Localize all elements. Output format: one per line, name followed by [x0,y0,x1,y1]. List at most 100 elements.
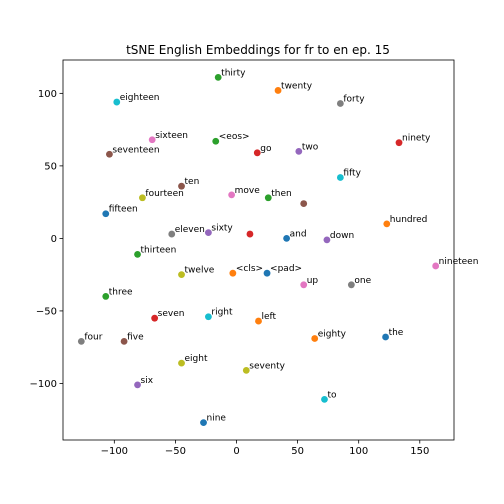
y-axis: 100 50 0 −50 −100 [30,89,63,390]
y-tick-label: 0 [51,234,57,245]
point-label: four [84,332,102,342]
point-label: two [302,142,319,152]
data-point [255,317,262,325]
data-point [432,262,440,270]
data-point [205,313,212,321]
point-label: nine [207,414,227,424]
data-point [178,182,185,190]
axes-frame [62,59,455,441]
data-point [134,381,141,389]
point-label: the [389,328,404,338]
data-point [242,366,250,374]
point-label: <pad> [270,264,302,274]
data-point [347,281,355,289]
y-tick-label: −100 [30,379,57,390]
point-label: twenty [281,81,313,91]
y-tick-label: 50 [44,161,57,172]
x-tick-label: 0 [233,446,239,457]
data-point [383,220,391,228]
data-point [168,230,176,238]
chart-title: tSNE English Embeddings for fr to en ep.… [126,43,390,57]
data-point [205,229,212,236]
data-point [113,98,121,106]
data-point [106,150,113,158]
data-point [283,234,291,242]
data-point [229,269,237,277]
data-point [395,139,403,147]
data-point [300,200,308,207]
point-label: forty [343,95,365,105]
data-point [336,174,344,181]
point-label: then [271,189,291,199]
data-point [263,269,271,277]
data-point [295,147,303,155]
data-point [323,236,331,244]
point-label: ten [185,177,200,187]
point-label: thirty [221,68,246,78]
x-tick-label: 50 [291,446,304,457]
data-point [139,194,146,202]
data-point [178,359,185,367]
data-point [253,149,261,157]
point-label: seven [158,309,185,319]
point-label: eight [185,354,208,364]
point-label: ninety [402,134,431,144]
point-label: twelve [185,266,215,276]
point-label: fourteen [145,189,183,199]
data-point [200,419,207,426]
data-point [148,136,156,144]
point-label: eleven [175,225,205,235]
data-point [321,395,328,403]
point-label: hundred [390,215,428,225]
data-point [102,210,110,218]
point-label: seventeen [112,145,159,155]
point-label: move [235,186,261,196]
data-point [178,271,185,279]
plot-area: thirty twenty forty eighteen sixteen <eos> nin… [77,68,479,426]
point-label: seventy [249,361,285,371]
point-label: sixty [211,224,233,234]
point-label: one [354,276,371,286]
point-label: fifteen [109,205,138,215]
point-label: right [211,308,233,318]
data-point [120,337,128,345]
data-point [311,335,319,342]
point-label: thirteen [141,245,177,255]
point-label: nineteen [439,257,479,267]
x-axis: −100 −50 0 50 100 150 [101,440,429,457]
data-point [214,74,222,81]
point-label: <eos> [219,132,250,142]
data-point [264,194,272,202]
point-label: sixteen [155,131,188,141]
data-point [151,314,159,322]
data-point [102,293,110,300]
point-label: and [290,229,307,239]
point-label: six [141,376,154,386]
data-point [246,230,254,238]
point-label: to [327,390,337,400]
data-point [300,281,308,289]
x-tick-label: −100 [101,446,128,457]
point-label: go [260,144,272,154]
point-label: down [330,231,354,241]
data-point [274,87,282,94]
point-label: <cls> [236,264,263,274]
data-point [336,100,344,107]
data-point [134,250,141,258]
x-tick-label: 100 [349,446,368,457]
x-tick-label: −50 [165,446,186,457]
point-label: three [109,287,133,297]
data-point [77,337,85,345]
point-label: left [262,312,277,322]
point-label: five [127,332,144,342]
x-tick-label: 150 [410,446,429,457]
point-label: eighteen [120,93,160,103]
point-label: eighty [318,329,347,339]
y-tick-label: −50 [36,306,57,317]
y-tick-label: 100 [38,89,57,100]
data-point [382,333,389,341]
data-point [212,137,220,145]
data-point [228,191,236,199]
point-label: up [307,276,319,286]
